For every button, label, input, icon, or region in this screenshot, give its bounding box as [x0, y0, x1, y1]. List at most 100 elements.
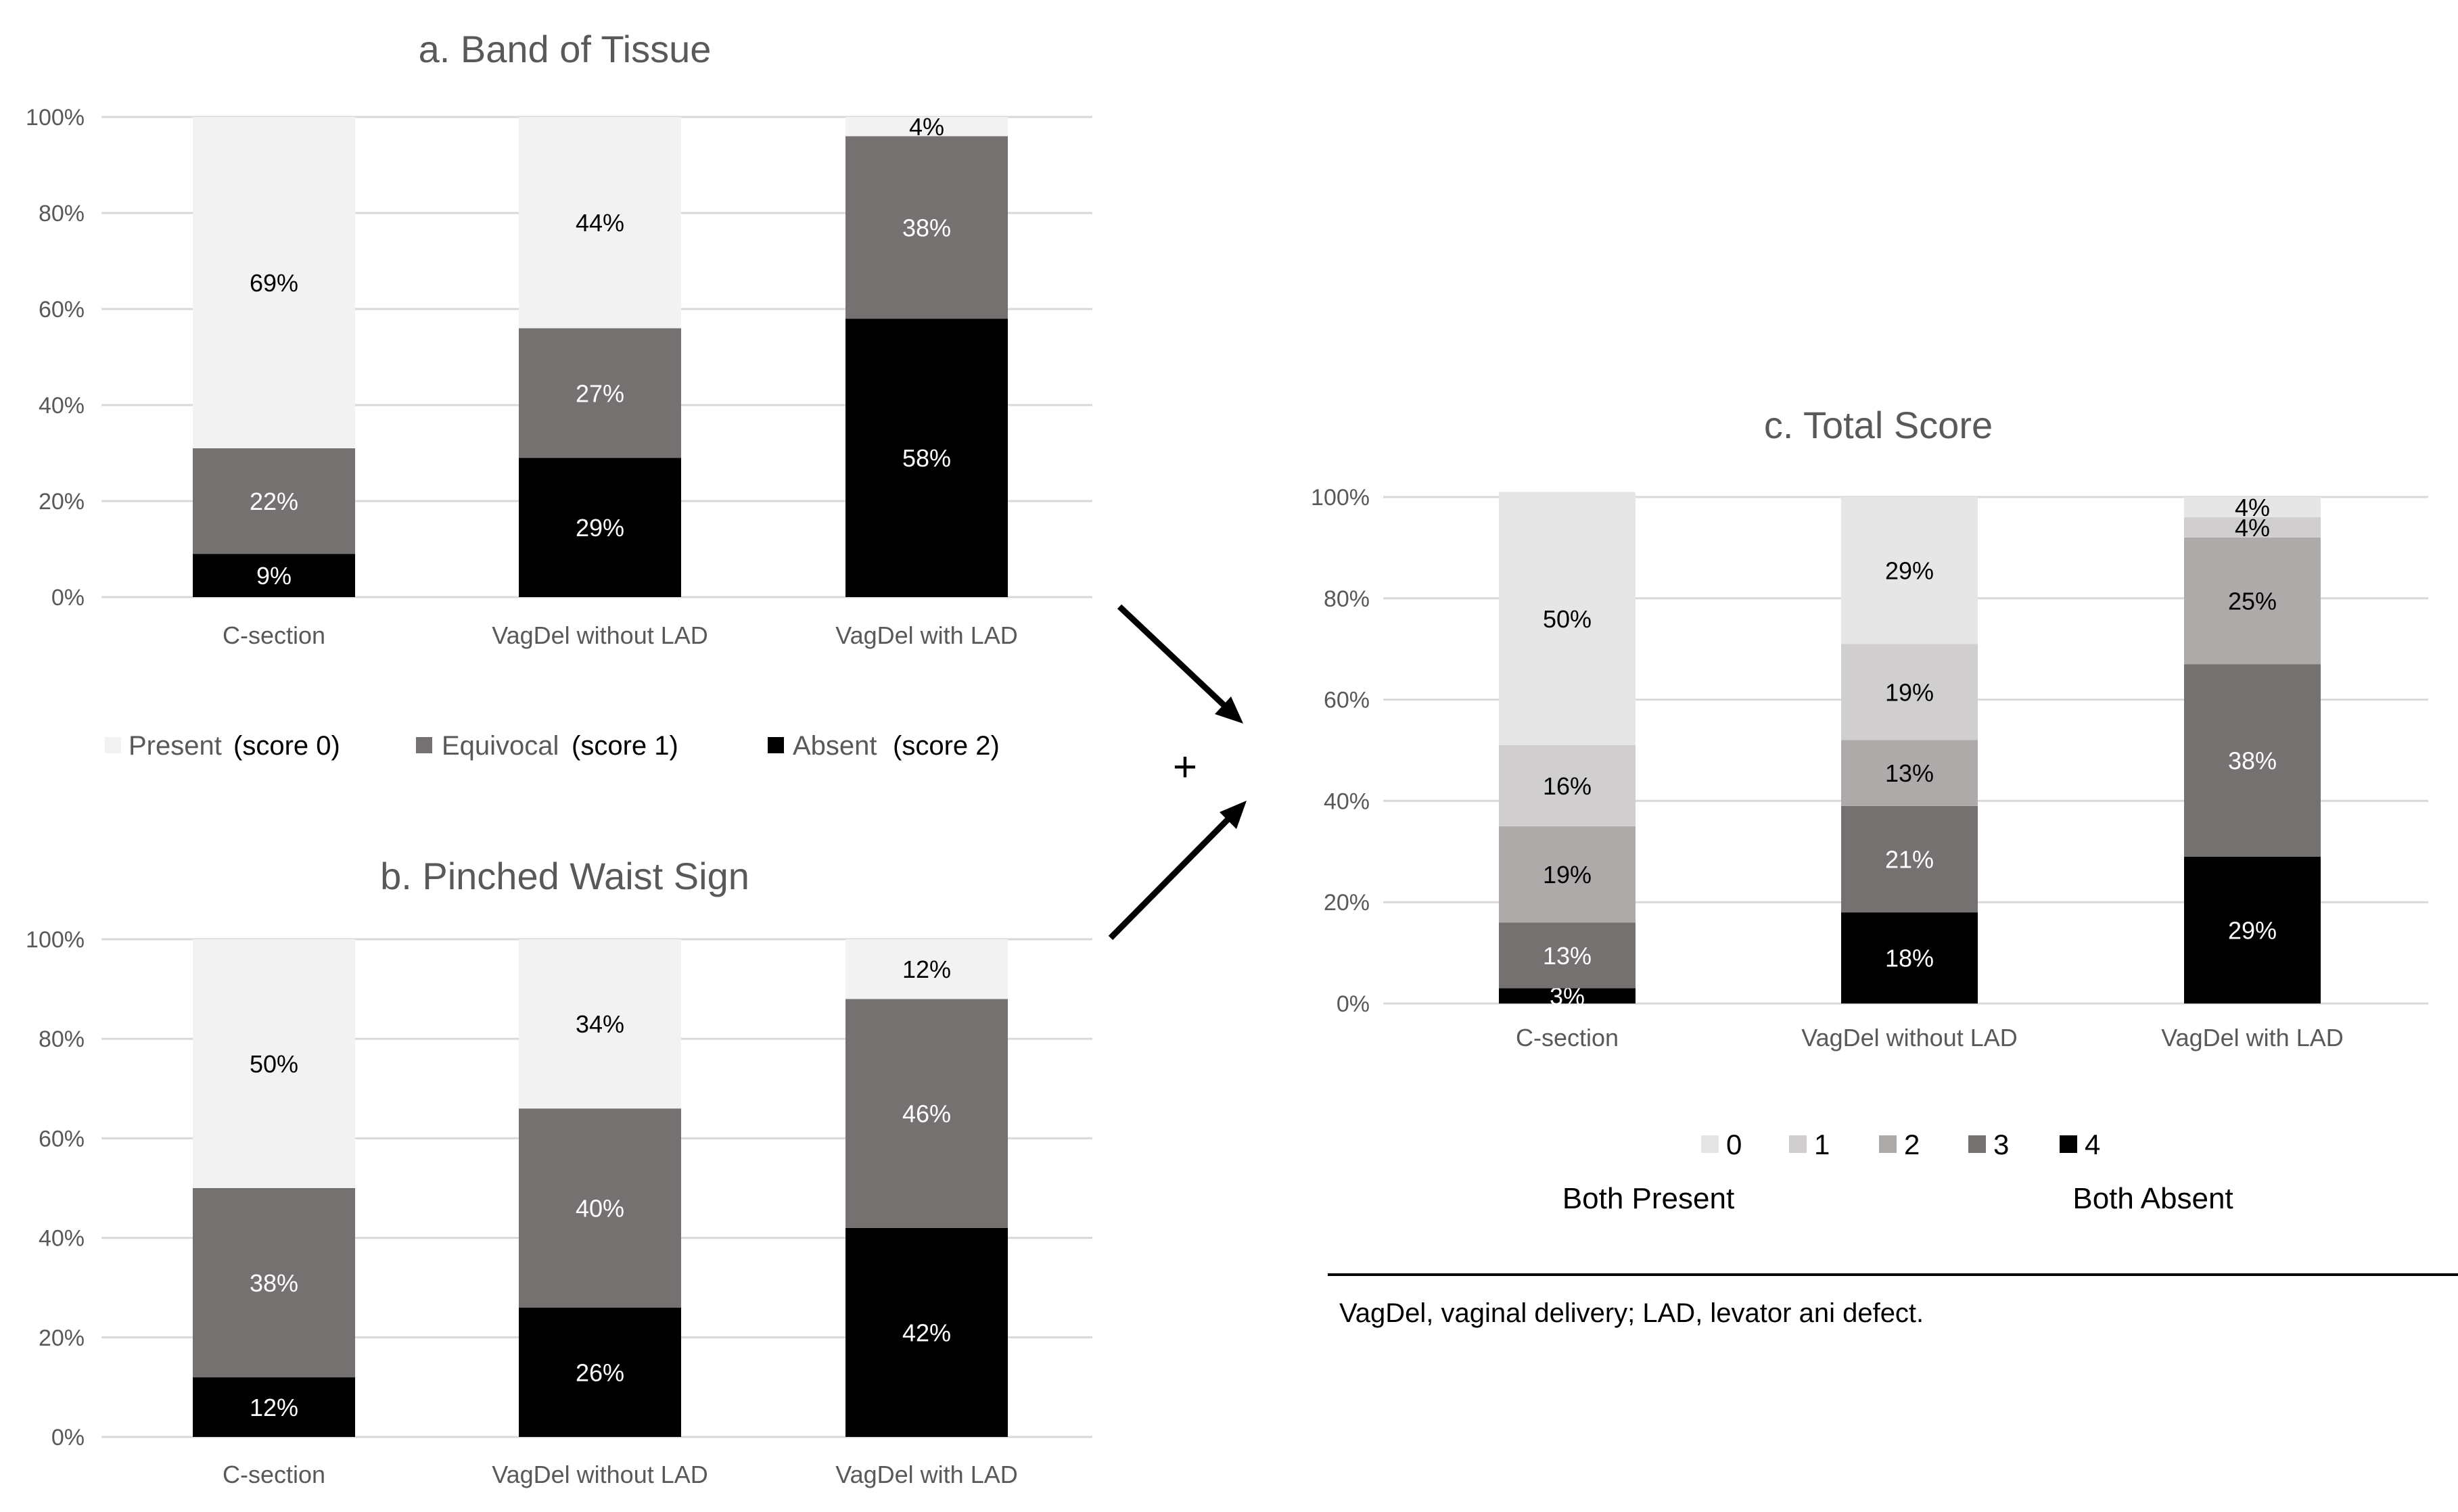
bar-segment [193, 939, 355, 1188]
bar-segment [2184, 517, 2321, 538]
data-label: 21% [1885, 846, 1934, 874]
abbreviations-footnote: VagDel, vaginal delivery; LAD, levator a… [1339, 1298, 1924, 1328]
bar-segment [1499, 745, 1636, 826]
data-label: 19% [1543, 861, 1592, 889]
legend-name: Absent [793, 731, 877, 761]
x-category-label: C-section [223, 621, 325, 649]
upper-arrow-line [1117, 604, 1230, 711]
bar-segment [2184, 664, 2321, 857]
data-label: 25% [2228, 588, 2277, 615]
band-of-tissue-title: a. Band of Tissue [419, 28, 712, 70]
bar-segment [845, 136, 1008, 319]
both-present-label: Both Present [1562, 1182, 1734, 1215]
legend-swatch [1701, 1135, 1719, 1153]
bar-segment [519, 117, 681, 329]
y-tick-label: 0% [51, 1425, 85, 1450]
legend-name: Equivocal [442, 731, 559, 761]
plus-sign: + [1173, 744, 1197, 790]
data-label: 42% [902, 1319, 951, 1346]
band-of-tissue-chart: a. Band of Tissue 0% 20% 40% 60% 80% 100% 9% 22… [26, 28, 1092, 649]
bar-segment [845, 939, 1008, 999]
x-category-label: VagDel with LAD [2161, 1024, 2343, 1052]
data-label: 4% [2235, 494, 2270, 521]
upper-arrow-head [1215, 696, 1243, 724]
bar-segment [2184, 497, 2321, 517]
data-label: 27% [576, 379, 624, 407]
total-score-legend: 0 1 2 3 4 [1701, 1129, 2100, 1160]
data-label: 50% [250, 1050, 298, 1078]
bar-segment [193, 554, 355, 597]
legend-name: Present [129, 731, 222, 761]
bar-segment [193, 117, 355, 448]
data-label: 50% [1543, 605, 1592, 633]
legend-swatch [1789, 1135, 1807, 1153]
y-tick-label: 80% [39, 1026, 85, 1052]
data-label: 58% [902, 444, 951, 472]
data-label: 9% [256, 562, 292, 590]
y-tick-label: 80% [1324, 586, 1370, 612]
data-label: 38% [2228, 747, 2277, 774]
data-label: 29% [576, 514, 624, 542]
y-tick-label: 20% [39, 489, 85, 515]
legend-swatch [1968, 1135, 1986, 1153]
data-label: 12% [250, 1394, 298, 1421]
x-category-label: VagDel with LAD [835, 1461, 1017, 1488]
bar-segment [519, 458, 681, 597]
connector: + [1108, 604, 1247, 941]
bar-segment [519, 1108, 681, 1308]
bar-segment [193, 448, 355, 554]
pinched-waist-chart: b. Pinched Waist Sign 0% 20% 40% 60% 80% 100%… [26, 855, 1092, 1488]
legend-swatch [416, 737, 432, 753]
bar-segment [1841, 644, 1978, 740]
y-tick-label: 60% [39, 1126, 85, 1152]
data-label: 29% [1885, 557, 1934, 585]
legend-swatch [2060, 1135, 2077, 1153]
bar-segment [519, 328, 681, 458]
legend-name: 4 [2085, 1129, 2100, 1160]
bar-segment [1499, 922, 1636, 989]
bar-segment [1499, 988, 1636, 1003]
data-label: 69% [250, 269, 298, 297]
x-category-label: C-section [223, 1461, 325, 1488]
data-label: 18% [1885, 945, 1934, 972]
y-tick-label: 40% [39, 393, 85, 419]
bar-segment [1841, 912, 1978, 1003]
data-label: 38% [902, 214, 951, 241]
data-label: 4% [909, 113, 944, 141]
data-label: 44% [576, 209, 624, 237]
y-tick-label: 60% [1324, 688, 1370, 713]
total-score-chart: c. Total Score 0%20%40%60%80%100%3%13%19… [1311, 404, 2428, 1052]
bar-segment [1499, 826, 1636, 923]
bar-segment [2184, 856, 2321, 1003]
data-label: 40% [576, 1194, 624, 1222]
band-of-tissue-legend: Present (score 0) Equivocal (score 1) Absent… [105, 731, 1000, 761]
legend-name: 2 [1904, 1129, 1920, 1160]
bar-segment [845, 999, 1008, 1228]
bar-segment [1841, 740, 1978, 806]
data-label: 13% [1543, 942, 1592, 970]
bar-segment [193, 1188, 355, 1377]
data-label: 16% [1543, 772, 1592, 800]
y-tick-label: 20% [1324, 890, 1370, 916]
data-label: 38% [250, 1269, 298, 1297]
bar-segment [2184, 537, 2321, 665]
legend-score-note: (score 0) [233, 731, 340, 761]
bar-segment [193, 1377, 355, 1437]
both-absent-label: Both Absent [2072, 1182, 2233, 1215]
x-category-label: VagDel without LAD [1801, 1024, 2018, 1052]
bar-segment [1841, 497, 1978, 644]
x-category-label: VagDel without LAD [492, 1461, 708, 1488]
data-label: 29% [2228, 916, 2277, 944]
y-tick-label: 40% [1324, 788, 1370, 814]
data-label: 34% [576, 1010, 624, 1038]
y-tick-label: 100% [1311, 485, 1370, 511]
bar-segment [519, 1307, 681, 1437]
x-category-label: VagDel without LAD [492, 621, 708, 649]
y-tick-label: 100% [26, 105, 85, 131]
y-tick-label: 40% [39, 1226, 85, 1252]
y-tick-label: 80% [39, 201, 85, 227]
y-tick-label: 100% [26, 927, 85, 953]
y-tick-label: 60% [39, 297, 85, 323]
pinched-waist-title: b. Pinched Waist Sign [380, 855, 749, 897]
data-label: 13% [1885, 759, 1934, 787]
